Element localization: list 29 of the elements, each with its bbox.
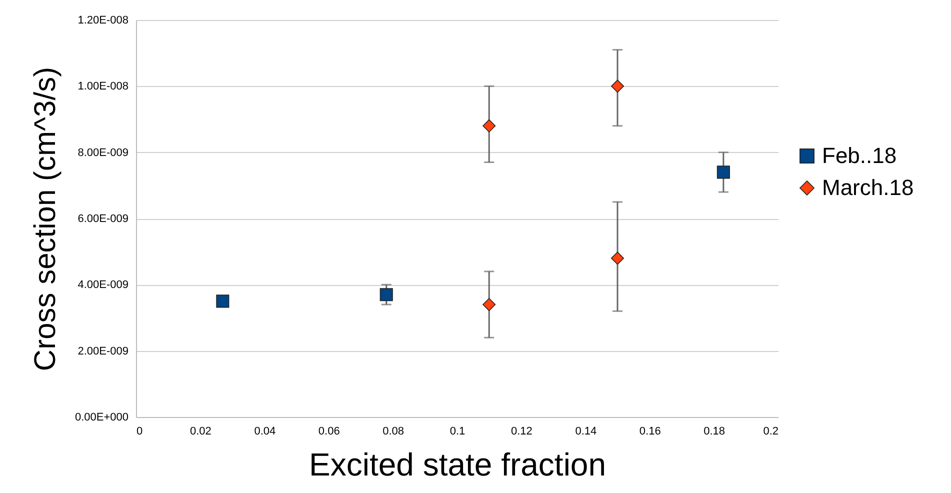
x-tick-label: 0.16 bbox=[639, 426, 661, 438]
point bbox=[716, 166, 730, 179]
x-tick-label: 0.06 bbox=[318, 426, 340, 438]
y-tick-label: 2.00E-009 bbox=[78, 345, 128, 358]
legend-label: March.18 bbox=[822, 175, 914, 200]
point bbox=[610, 80, 624, 93]
x-axis-title: Excited state fraction bbox=[308, 446, 606, 482]
y-tick-label: 0.00E+000 bbox=[74, 412, 128, 424]
x-tick-label: 0.02 bbox=[190, 426, 212, 438]
point bbox=[482, 298, 496, 312]
x-tick-label: 0.04 bbox=[254, 426, 276, 438]
y-axis-title: Cross section (cm^3/s) bbox=[28, 66, 62, 372]
y-tick-label: 4.00E-009 bbox=[78, 279, 128, 292]
y-tick-label: 8.00E-009 bbox=[78, 146, 128, 159]
x-tick-label: 0.1 bbox=[450, 426, 466, 438]
x-tick-label: 0.08 bbox=[382, 426, 404, 438]
point bbox=[482, 119, 496, 132]
point bbox=[380, 288, 393, 302]
y-tick-label: 1.00E-008 bbox=[78, 80, 128, 93]
x-tick-label: 0 bbox=[136, 426, 143, 438]
y-tick-label: 1.20E-008 bbox=[78, 14, 128, 26]
x-tick-label: 0.18 bbox=[704, 426, 726, 438]
x-tick-label: 0.2 bbox=[763, 426, 778, 438]
point bbox=[610, 252, 624, 265]
x-tick-label: 0.12 bbox=[510, 426, 532, 438]
point bbox=[216, 294, 230, 308]
legend-label: Feb..18 bbox=[822, 143, 897, 168]
y-tick-label: 6.00E-009 bbox=[78, 213, 128, 225]
x-tick-label: 0.14 bbox=[575, 426, 597, 438]
